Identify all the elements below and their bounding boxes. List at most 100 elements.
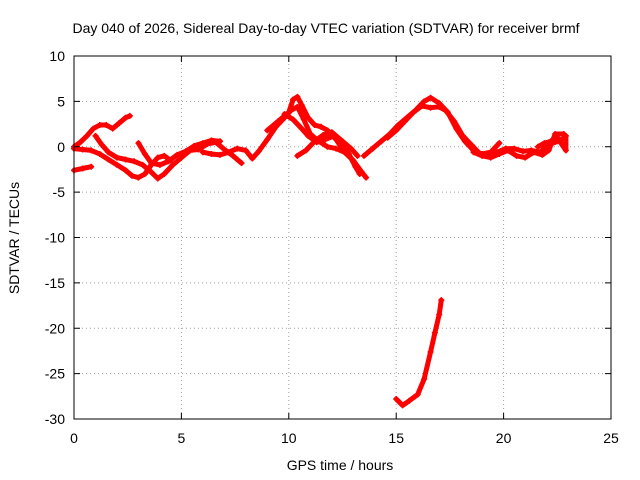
data-point [294, 103, 301, 110]
data-point [421, 376, 428, 383]
data-point [333, 145, 340, 152]
data-point [427, 104, 434, 111]
data-point [399, 402, 406, 409]
data-point [547, 138, 554, 145]
series-arc-9 [294, 129, 363, 177]
x-tick-labels: 0 5 10 15 20 25 [70, 430, 619, 446]
data-point [113, 161, 120, 168]
data-point [88, 147, 95, 154]
data-point [96, 121, 103, 128]
data-point [275, 118, 282, 125]
x-tick-label: 20 [496, 430, 512, 446]
data-point [141, 151, 148, 158]
data-point [378, 138, 385, 145]
data-point [234, 145, 241, 152]
data-point [135, 174, 142, 181]
data-point [328, 129, 335, 136]
data-point [562, 147, 569, 154]
data-point [161, 170, 168, 177]
data-point [305, 114, 312, 121]
data-point [139, 161, 146, 168]
data-point [496, 140, 503, 147]
data-point [345, 151, 352, 158]
data-point [290, 96, 297, 103]
data-point [154, 175, 161, 182]
data-point [320, 131, 327, 138]
data-point [302, 147, 309, 154]
data-series [71, 93, 569, 409]
data-point [322, 136, 329, 143]
y-tick-label: -5 [53, 184, 66, 200]
data-point [393, 396, 400, 403]
data-point [98, 141, 105, 148]
data-point [337, 136, 344, 143]
data-point [356, 170, 363, 177]
data-point [360, 152, 367, 159]
data-point [427, 94, 434, 101]
data-point [191, 142, 198, 149]
data-point [103, 121, 110, 128]
data-point [105, 149, 112, 156]
series-arc-8 [281, 111, 361, 159]
data-point [298, 125, 305, 132]
axis-ticks [73, 55, 612, 420]
data-point [83, 132, 90, 139]
data-point [249, 155, 256, 162]
data-point [96, 151, 103, 158]
data-point [311, 138, 318, 145]
data-point [135, 140, 142, 147]
data-point [431, 329, 438, 336]
data-point [126, 112, 133, 119]
data-point [88, 163, 95, 170]
data-point [410, 109, 417, 116]
data-point [451, 118, 458, 125]
data-point [90, 125, 97, 132]
data-point [363, 174, 370, 181]
data-point [148, 160, 155, 167]
data-point [169, 161, 176, 168]
y-tick-label: -20 [45, 320, 65, 336]
data-point [311, 121, 318, 128]
data-point [436, 103, 443, 110]
data-point [92, 132, 99, 139]
y-axis-label: SDTVAR / TECUs [6, 182, 22, 294]
data-point [504, 147, 511, 154]
data-point [294, 152, 301, 159]
y-tick-label: -30 [45, 411, 65, 427]
x-axis-label: GPS time / hours [287, 457, 394, 473]
data-point [79, 146, 86, 153]
chart-title: Day 040 of 2026, Sidereal Day-to-day VTE… [72, 20, 579, 36]
y-tick-label: 0 [57, 139, 65, 155]
data-point [406, 397, 413, 404]
data-point [427, 348, 434, 355]
data-point [438, 297, 445, 304]
data-point [255, 148, 262, 155]
data-point [539, 151, 546, 158]
data-point [479, 152, 486, 159]
data-point [77, 139, 84, 146]
data-point [161, 152, 168, 159]
x-tick-label: 5 [178, 430, 186, 446]
data-point [545, 147, 552, 154]
y-tick-label: -10 [45, 230, 65, 246]
series-line [71, 113, 133, 150]
data-point [165, 158, 172, 165]
data-point [148, 169, 155, 176]
data-point [122, 156, 129, 163]
data-point [562, 132, 569, 139]
data-point [421, 98, 428, 105]
data-point [128, 172, 135, 179]
series-line [282, 111, 360, 159]
data-point [264, 136, 271, 143]
data-point [141, 170, 148, 177]
data-point [436, 311, 443, 318]
data-point [541, 140, 548, 147]
data-point [116, 120, 123, 127]
data-point [208, 137, 215, 144]
data-point [281, 111, 288, 118]
x-tick-label: 10 [281, 430, 297, 446]
y-tick-label: 10 [49, 48, 65, 64]
data-point [305, 132, 312, 139]
data-point [442, 107, 449, 114]
